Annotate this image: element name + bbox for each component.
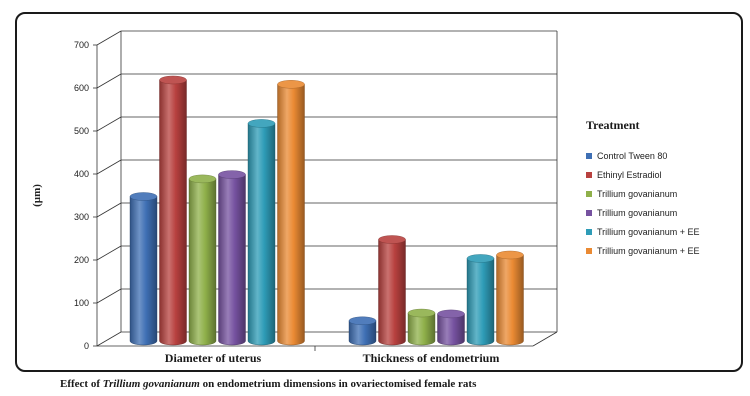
bar-top-1-1 (378, 235, 406, 244)
caption-italic: Trillium govanianum (102, 378, 200, 390)
bar-0-2 (188, 178, 217, 346)
gridline-side (96, 30, 122, 46)
bar-1-4 (466, 258, 495, 346)
gridline-side (96, 116, 122, 132)
y-tick-label: 500 (74, 126, 89, 136)
gridline-side (96, 245, 122, 261)
x-category-label: Diameter of uterus (165, 351, 262, 365)
bar-top-1-0 (348, 316, 377, 325)
legend-item: Trillium govanianum + EE (586, 223, 746, 240)
legend-swatch (586, 209, 592, 216)
legend-label: Ethinyl Estradiol (597, 169, 662, 180)
legend-swatch (586, 171, 592, 178)
bar-1-3 (437, 313, 465, 346)
legend-item: Trillium govanianum (586, 204, 746, 221)
y-tick-label: 400 (74, 169, 89, 179)
legend-label: Trillium govanianum (597, 188, 678, 199)
figure-caption: Effect of Trillium govanianum on endomet… (60, 378, 750, 390)
x-category-label: Thickness of endometrium (363, 351, 500, 365)
y-tick-label: 200 (74, 255, 89, 265)
gridline-side (96, 73, 122, 89)
gridline-side (96, 288, 122, 304)
bar-0-4 (247, 123, 276, 346)
bar-1-1 (378, 239, 406, 346)
bar-0-1 (159, 79, 187, 346)
floor-edge (532, 331, 558, 347)
legend-item: Trillium govanianum (586, 185, 746, 202)
legend-label: Trillium govanianum + EE (597, 226, 700, 237)
gridline-side (96, 331, 122, 347)
caption-suffix: on endometrium dimensions in ovariectomi… (199, 378, 477, 390)
bar-0-0 (129, 196, 158, 346)
y-tick-label: 0 (84, 341, 89, 351)
legend-title: Treatment (586, 118, 640, 132)
legend-label: Trillium govanianum + EE (597, 245, 700, 256)
legend-item: Trillium govanianum + EE (586, 242, 746, 259)
bar-top-1-5 (496, 250, 524, 260)
legend-label: Control Tween 80 (597, 150, 668, 161)
bar-0-5 (277, 84, 305, 346)
bar-top-1-2 (407, 308, 436, 318)
legend-swatch (586, 152, 592, 159)
bar-top-1-4 (466, 254, 495, 263)
gridline-side (96, 159, 122, 175)
y-tick-label: 700 (74, 40, 89, 50)
bar-top-1-3 (437, 309, 465, 319)
y-tick-label: 300 (74, 212, 89, 222)
bar-top-0-5 (277, 80, 305, 89)
caption-prefix: Effect of (60, 378, 103, 390)
legend-label: Trillium govanianum (597, 207, 678, 218)
bar-top-0-0 (129, 192, 158, 201)
legend-swatch (586, 228, 592, 235)
legend-swatch (586, 190, 592, 197)
bar-1-2 (407, 312, 436, 346)
legend: Treatment Control Tween 80 Ethinyl Estrad… (586, 118, 746, 261)
legend-swatch (586, 247, 592, 254)
legend-item: Control Tween 80 (586, 147, 746, 164)
bar-0-3 (218, 174, 246, 346)
y-axis-label: (µm) (31, 184, 43, 207)
y-tick-label: 600 (74, 83, 89, 93)
legend-items: Control Tween 80 Ethinyl Estradiol Trilliu… (586, 147, 746, 259)
y-tick-label: 100 (74, 298, 89, 308)
bar-1-5 (496, 254, 524, 346)
gridline-side (96, 202, 122, 218)
bar-1-0 (348, 320, 377, 346)
bar-top-0-3 (218, 170, 246, 179)
bar-top-0-2 (188, 174, 217, 184)
bar-top-0-1 (159, 75, 187, 85)
legend-item: Ethinyl Estradiol (586, 166, 746, 183)
bar-top-0-4 (247, 119, 276, 128)
